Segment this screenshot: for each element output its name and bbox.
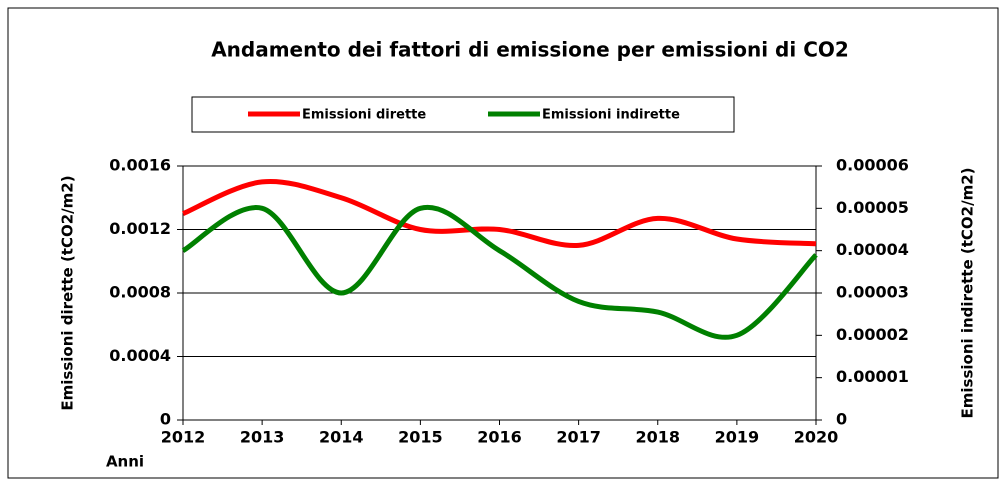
y-tick-label: 0.0012 (109, 219, 171, 238)
chart-title: Andamento dei fattori di emissione per e… (211, 38, 849, 62)
y2-tick-label: 0.00005 (836, 198, 909, 217)
x-tick-label: 2015 (398, 428, 443, 447)
x-tick-label: 2018 (635, 428, 680, 447)
line (182, 178, 817, 248)
y2-tick-label: 0.00001 (836, 367, 909, 386)
y2-tick-label: 0.00003 (836, 283, 909, 302)
y2-tick-label: 0.00002 (836, 325, 909, 344)
y-tick-label: 0.0004 (109, 346, 171, 365)
y-tick-label: 0 (160, 410, 171, 429)
y2-tick-label: 0.00004 (836, 240, 909, 259)
x-tick-label: 2012 (161, 428, 206, 447)
line (181, 204, 818, 340)
legend-label: Emissioni indirette (542, 108, 680, 123)
x-tick-label: 2016 (477, 428, 522, 447)
y2-tick-label: 0 (836, 410, 847, 429)
y-tick-label: 0.0008 (109, 283, 171, 302)
x-tick-label: 2020 (794, 428, 839, 447)
legend-label: Emissioni dirette (302, 108, 426, 123)
x-tick-label: 2019 (715, 428, 760, 447)
y-tick-label: 0.0016 (109, 156, 171, 175)
x-tick-label: 2014 (319, 428, 364, 447)
y2-tick-label: 0.00006 (836, 156, 909, 175)
y-axis-title: Emissioni dirette (tCO2/m2) (59, 175, 77, 410)
y2-axis-title: Emissioni indirette (tCO2/m2) (959, 168, 977, 419)
x-tick-label: 2013 (240, 428, 285, 447)
x-tick-label: 2017 (556, 428, 601, 447)
chart-frame (7, 7, 999, 479)
x-axis-title: Anni (106, 453, 144, 471)
